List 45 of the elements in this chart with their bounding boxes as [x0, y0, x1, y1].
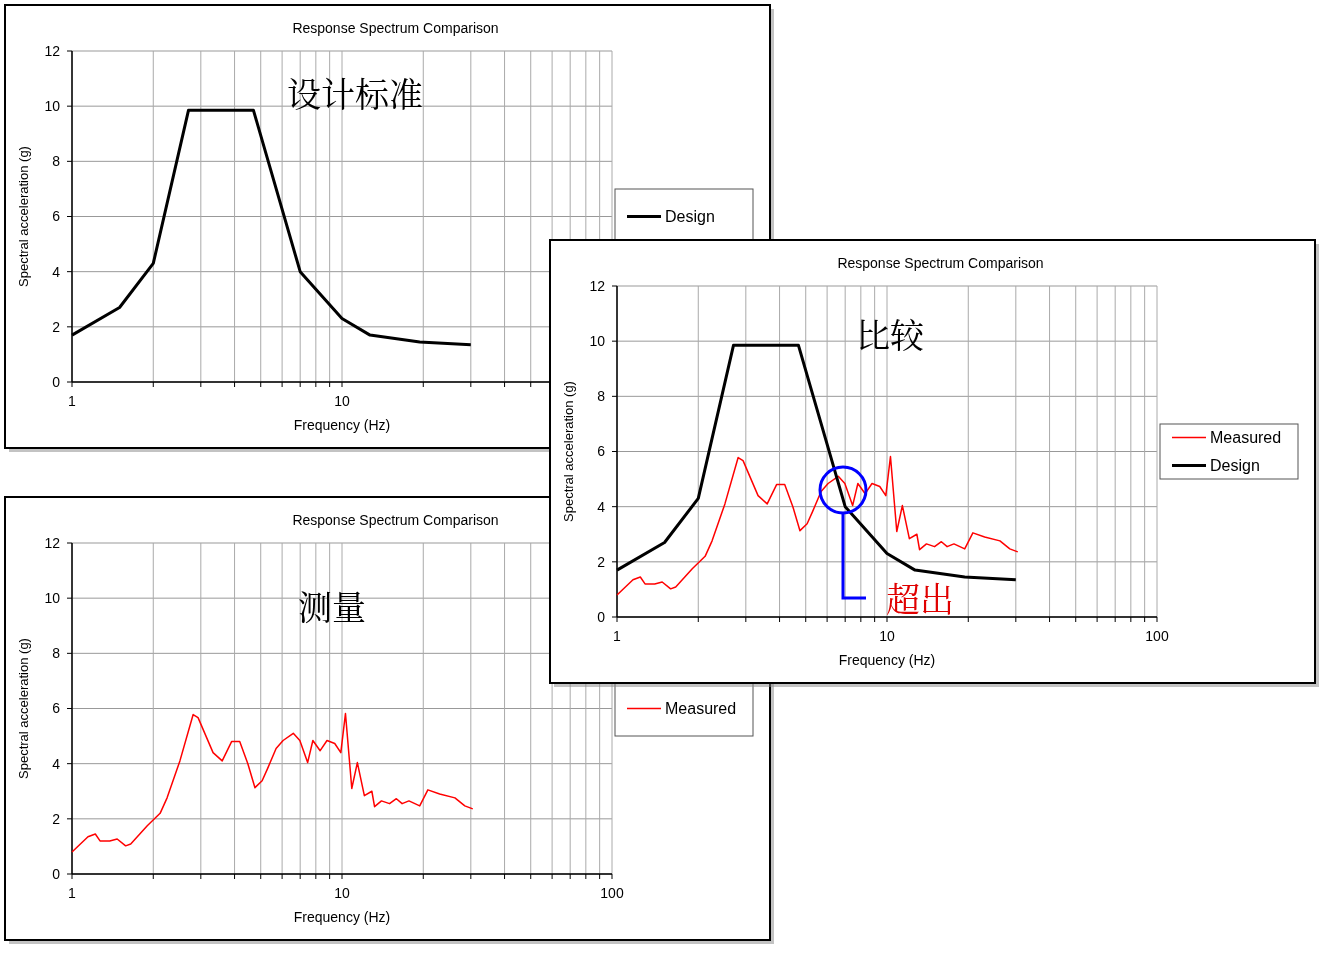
- y-tick-label: 0: [52, 865, 61, 882]
- x-tick-label: 100: [1145, 628, 1169, 644]
- legend-label: Design: [665, 208, 715, 226]
- y-tick-label: 6: [52, 700, 61, 717]
- y-tick-label: 12: [44, 534, 61, 551]
- y-tick-label: 2: [597, 553, 606, 570]
- y-tick-label: 10: [44, 98, 61, 115]
- y-tick-label: 0: [52, 373, 61, 390]
- x-axis-title: Frequency (Hz): [293, 909, 391, 925]
- legend-label: Measured: [665, 700, 737, 718]
- x-tick-label: 1: [68, 885, 77, 901]
- x-tick-label: 1: [613, 628, 622, 644]
- legend-label: Design: [1210, 457, 1260, 475]
- y-tick-label: 4: [52, 755, 61, 772]
- x-tick-label: 1: [68, 393, 77, 409]
- y-tick-label: 2: [52, 810, 61, 827]
- annotation: 测量: [298, 581, 366, 630]
- y-tick-label: 4: [52, 263, 61, 280]
- y-axis-title: Spectral acceleration (g): [16, 146, 31, 287]
- y-axis-title: Spectral acceleration (g): [561, 381, 576, 522]
- chart-title: Response Spectrum Comparison: [292, 20, 499, 36]
- y-tick-label: 4: [597, 498, 606, 515]
- y-tick-label: 8: [52, 645, 61, 662]
- x-tick-label: 10: [879, 628, 895, 644]
- x-axis-title: Frequency (Hz): [838, 652, 936, 668]
- y-tick-label: 8: [52, 153, 61, 170]
- legend-label: Measured: [1210, 429, 1282, 447]
- annotation: 设计标准: [287, 68, 423, 117]
- chart-title: Response Spectrum Comparison: [292, 512, 499, 528]
- y-tick-label: 12: [589, 277, 606, 294]
- y-tick-label: 6: [52, 208, 61, 225]
- x-tick-label: 100: [600, 885, 624, 901]
- annotation: 超出: [886, 573, 954, 622]
- y-tick-label: 10: [44, 590, 61, 607]
- y-tick-label: 2: [52, 318, 61, 335]
- annotation: 比较: [856, 309, 925, 358]
- y-tick-label: 10: [589, 333, 606, 350]
- y-tick-label: 12: [44, 42, 61, 59]
- y-tick-label: 0: [597, 608, 606, 625]
- x-axis-title: Frequency (Hz): [293, 417, 391, 433]
- chart-title: Response Spectrum Comparison: [837, 255, 1044, 271]
- y-tick-label: 6: [597, 443, 606, 460]
- y-tick-label: 8: [597, 388, 606, 405]
- y-axis-title: Spectral acceleration (g): [16, 638, 31, 779]
- x-tick-label: 10: [334, 885, 350, 901]
